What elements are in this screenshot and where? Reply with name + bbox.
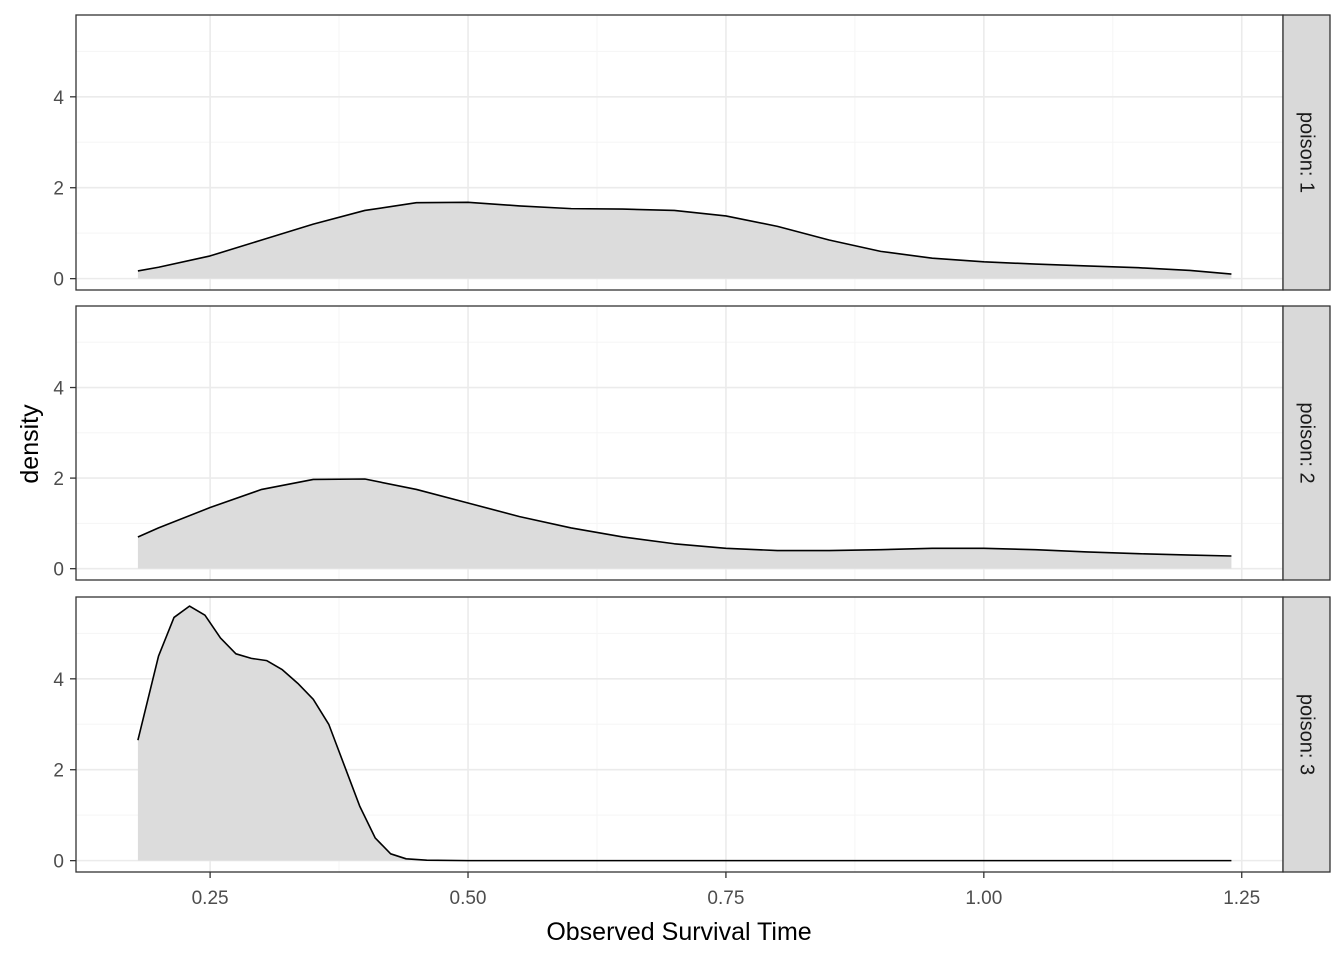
x-tick-label: 1.00 (965, 888, 1002, 909)
x-tick-label: 0.75 (707, 888, 744, 909)
x-tick-label: 0.25 (192, 888, 229, 909)
facet-strip-label: poison: 2 (1296, 402, 1318, 483)
x-tick-label: 0.50 (450, 888, 487, 909)
facet-strip (1282, 596, 1331, 873)
y-tick-label: 2 (53, 469, 64, 490)
y-tick-label: 0 (53, 560, 64, 581)
facet-panel-2: 0 2 4 poison: 2 (53, 305, 1331, 581)
density-line (137, 605, 1232, 862)
y-axis-title: density (16, 404, 44, 484)
y-tick-label: 4 (53, 88, 64, 109)
facet-panels: 0 2 4 poison: 1 0 2 4 poison: 2 0 2 4 poison: 3 (53, 14, 1331, 873)
facet-strip (1282, 14, 1331, 291)
density-area (137, 479, 1232, 569)
y-tick-label: 4 (53, 670, 64, 691)
facet-strip-label: poison: 1 (1296, 112, 1318, 193)
y-tick-label: 2 (53, 179, 64, 200)
y-tick-label: 0 (53, 270, 64, 291)
density-line (137, 478, 1232, 557)
density-line (137, 201, 1232, 275)
x-axis-title: Observed Survival Time (546, 918, 811, 946)
facet-panel-1: 0 2 4 poison: 1 (53, 14, 1331, 291)
y-tick-label: 4 (53, 379, 64, 400)
facet-strip-label: poison: 3 (1296, 694, 1318, 775)
density-area (137, 606, 1232, 861)
y-tick-label: 0 (53, 852, 64, 873)
x-axis: 0.25 0.50 0.75 1.00 1.25 (192, 872, 1260, 909)
facet-strip (1282, 305, 1331, 581)
facet-panel-3: 0 2 4 poison: 3 (53, 596, 1331, 873)
x-tick-label: 1.25 (1223, 888, 1260, 909)
y-tick-label: 2 (53, 761, 64, 782)
density-area (137, 202, 1232, 279)
